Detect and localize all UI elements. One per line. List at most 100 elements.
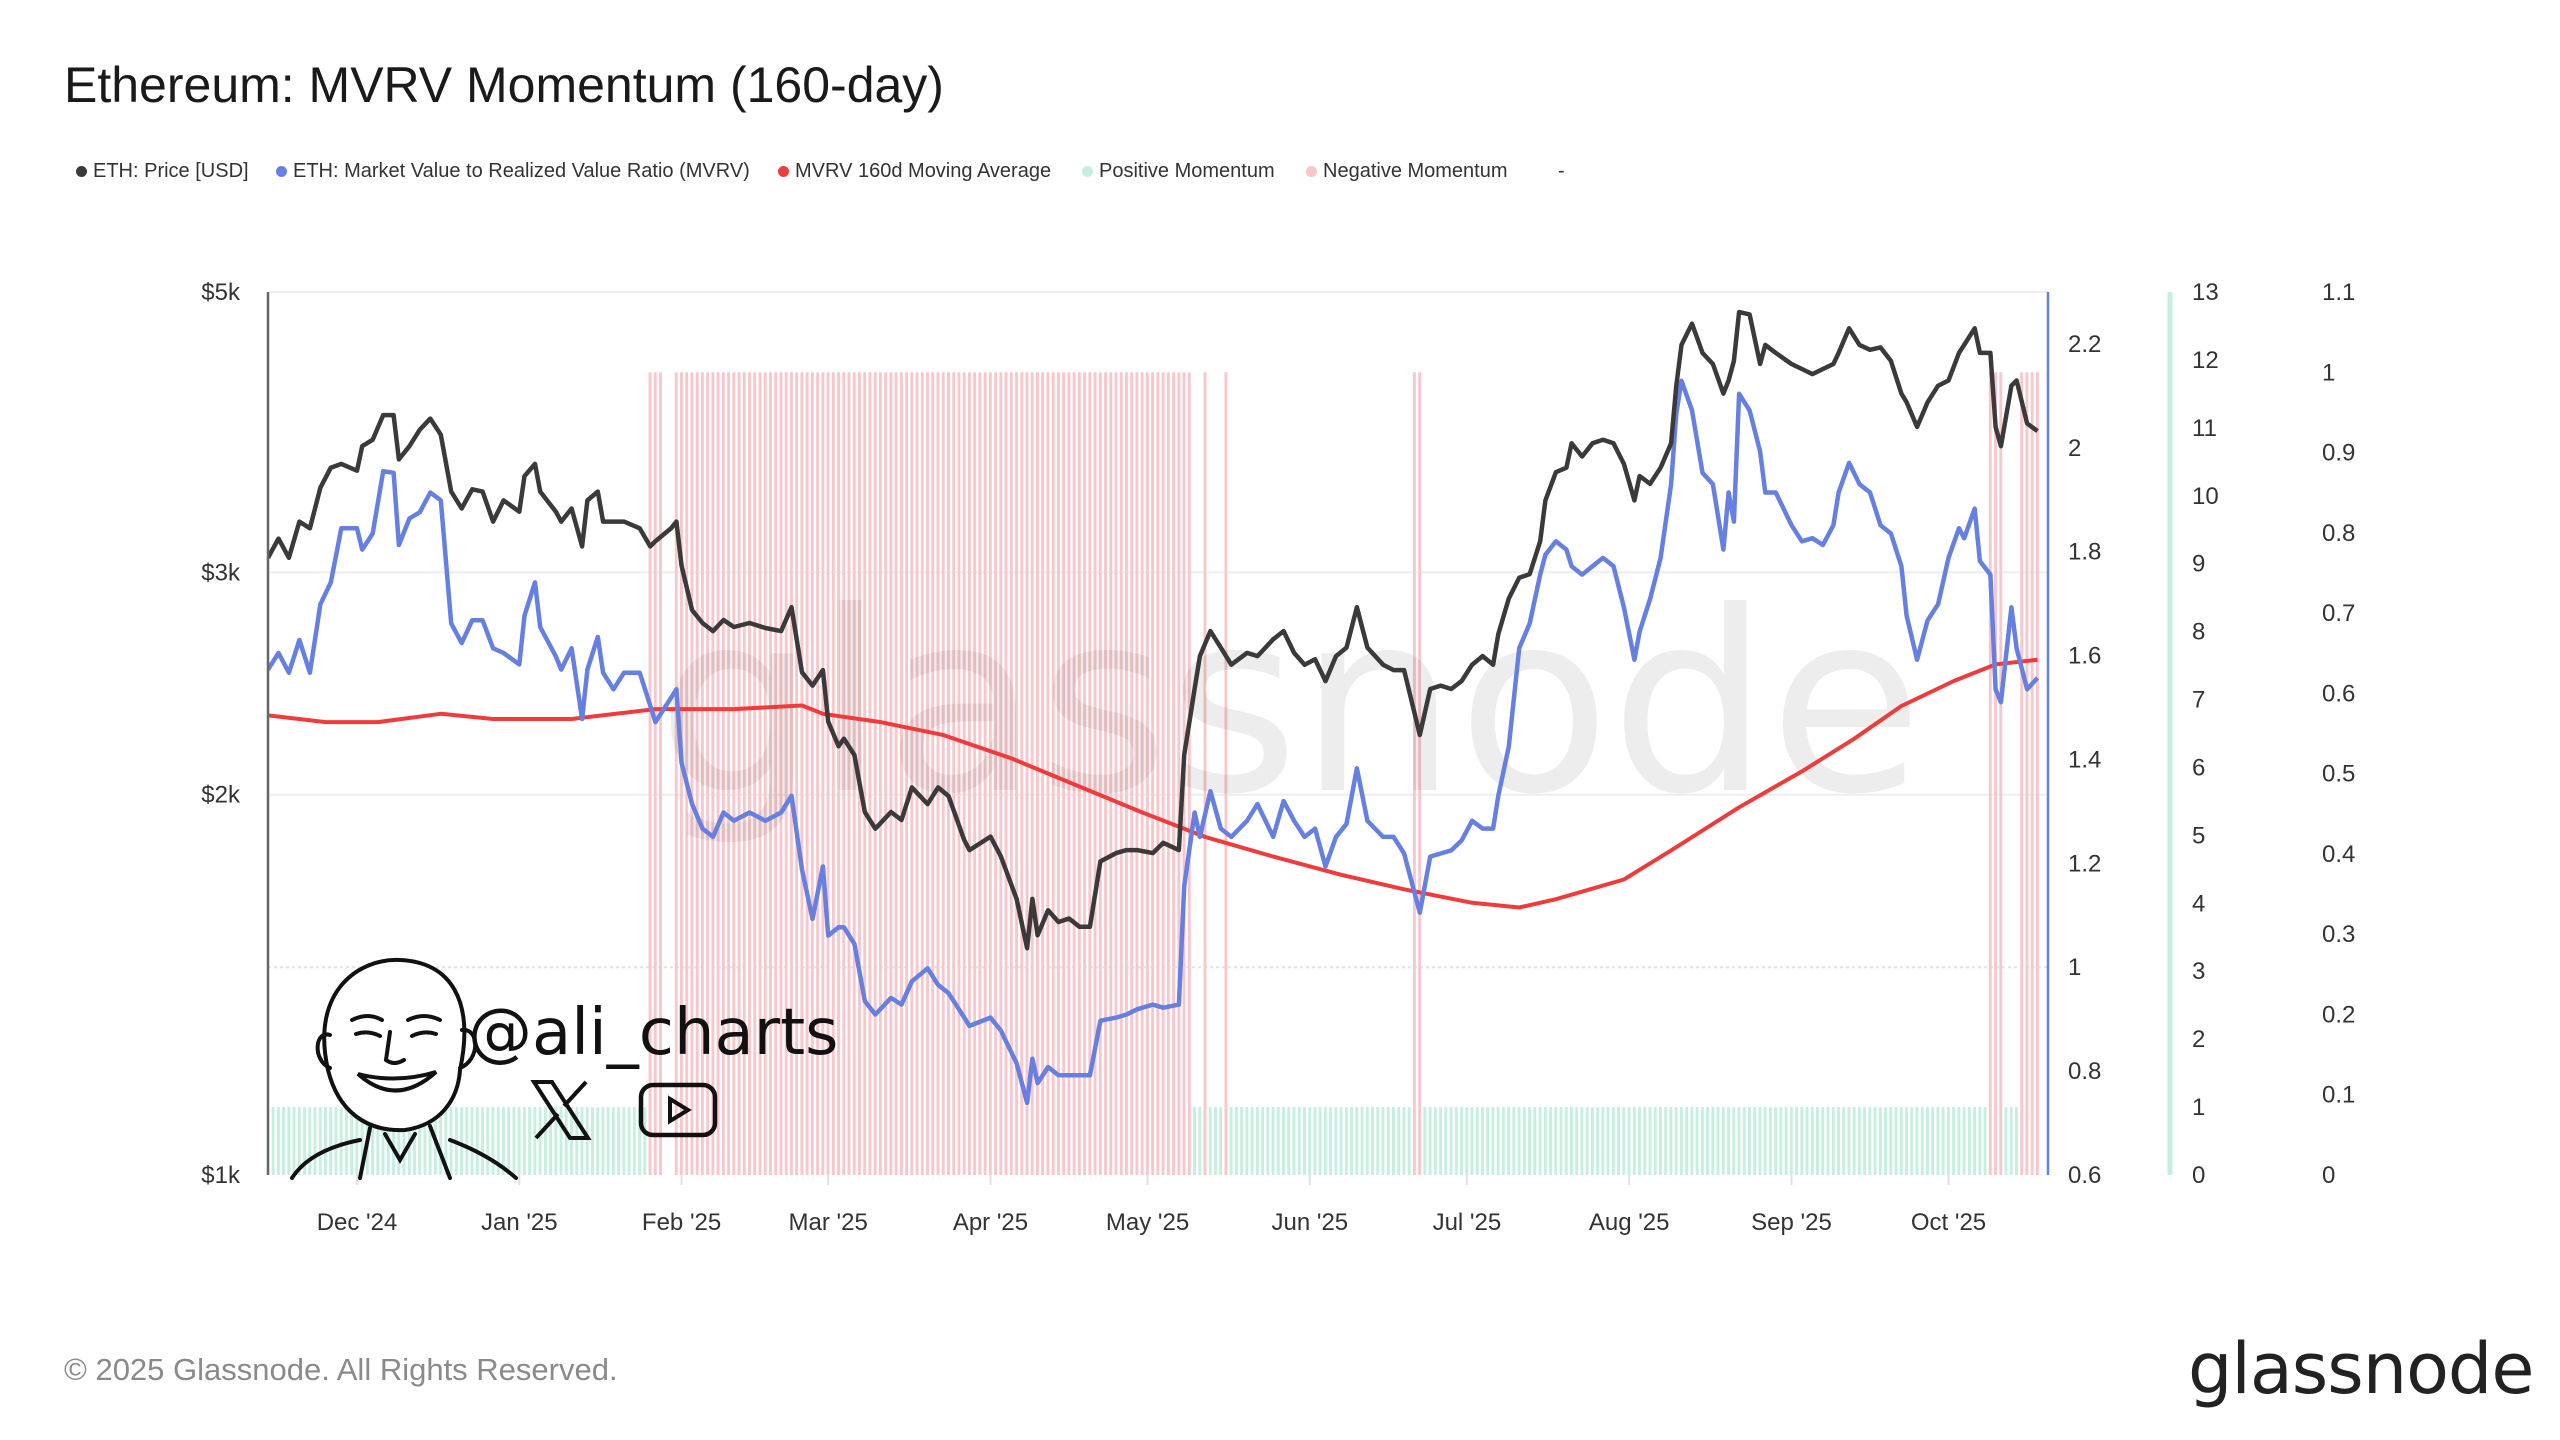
negative-momentum-bar — [899, 372, 903, 1175]
positive-momentum-bar — [1978, 1107, 1982, 1175]
positive-momentum-bar — [470, 1107, 474, 1175]
x-tick-label: Jun '25 — [1272, 1209, 1349, 1236]
momentum-bars — [268, 372, 2039, 1175]
positive-momentum-bar — [1376, 1107, 1380, 1175]
positive-momentum-bar — [1957, 1107, 1961, 1175]
positive-momentum-bar — [1690, 1107, 1694, 1175]
negative-momentum-bar — [1140, 372, 1144, 1175]
negative-momentum-bar — [1104, 372, 1107, 1175]
legend-label: Positive Momentum — [1099, 160, 1275, 182]
positive-momentum-bar — [1727, 1107, 1730, 1175]
positive-momentum-bar — [1721, 1107, 1725, 1175]
negative-momentum-bar — [789, 372, 793, 1175]
positive-tick-label: 7 — [2192, 687, 2205, 714]
positive-momentum-bar — [1889, 1107, 1893, 1175]
positive-momentum-bar — [632, 1107, 636, 1175]
positive-momentum-bar — [1470, 1107, 1474, 1175]
negative-momentum-bar — [1999, 372, 2003, 1175]
negative-momentum-bar — [905, 372, 909, 1175]
positive-momentum-bar — [1522, 1107, 1526, 1175]
positive-momentum-bar — [1543, 1107, 1547, 1175]
positive-momentum-bar — [1878, 1107, 1882, 1175]
legend-item-ma[interactable]: MVRV 160d Moving Average — [778, 160, 1051, 183]
negative-momentum-bar — [721, 372, 725, 1175]
positive-momentum-bar — [575, 1107, 579, 1175]
x-tick-label: Sep '25 — [1751, 1209, 1832, 1236]
positive-momentum-bar — [334, 1107, 338, 1175]
legend-item-positive[interactable]: Positive Momentum — [1082, 160, 1275, 183]
negative-momentum-bar — [1418, 372, 1422, 1175]
positive-momentum-bar — [1758, 1107, 1762, 1175]
positive-momentum-bar — [1967, 1107, 1971, 1175]
negative-momentum-bar — [1020, 372, 1024, 1175]
glassnode-logo[interactable]: glassnode — [2188, 1328, 2534, 1410]
positive-momentum-bar — [1397, 1107, 1401, 1175]
negative-momentum-bar — [873, 372, 877, 1175]
negative-momentum-bar — [805, 372, 809, 1175]
negative-momentum-bar — [983, 372, 987, 1175]
negative-momentum-bar — [1161, 372, 1165, 1175]
negative-momentum-bar — [758, 372, 762, 1175]
negative-momentum-bar — [1015, 372, 1018, 1175]
positive-momentum-bar — [1339, 1107, 1343, 1175]
positive-momentum-bar — [1784, 1107, 1788, 1175]
positive-momentum-bar — [585, 1107, 589, 1175]
positive-momentum-bar — [1596, 1107, 1600, 1175]
positive-momentum-bar — [381, 1107, 385, 1175]
positive-momentum-bar — [1517, 1107, 1521, 1175]
negative-momentum-bar — [706, 372, 710, 1175]
positive-momentum-bar — [1266, 1107, 1270, 1175]
negative-momentum-bar — [1036, 372, 1039, 1175]
negative-momentum-bar — [2035, 372, 2039, 1175]
positive-tick-label: 4 — [2192, 890, 2205, 917]
negative-momentum-bar — [821, 372, 825, 1175]
negative-momentum-bar — [795, 372, 799, 1175]
negative-momentum-bar — [878, 372, 882, 1175]
positive-momentum-bar — [344, 1107, 348, 1175]
positive-momentum-bar — [1962, 1107, 1966, 1175]
negative-momentum-bar — [962, 372, 966, 1175]
x-tick-label: Feb '25 — [642, 1209, 721, 1236]
negative-tick-label: 0.1 — [2322, 1082, 2355, 1109]
mvrv-line — [268, 378, 2040, 1106]
positive-momentum-bar — [1659, 1107, 1662, 1175]
positive-momentum-bar — [1695, 1107, 1699, 1175]
positive-momentum-bar — [1774, 1107, 1778, 1175]
negative-momentum-bar — [1072, 372, 1076, 1175]
positive-momentum-bar — [308, 1107, 312, 1175]
positive-momentum-bar — [392, 1107, 395, 1175]
positive-momentum-bar — [1816, 1107, 1819, 1175]
positive-momentum-bar — [1585, 1107, 1589, 1175]
positive-momentum-bar — [517, 1107, 521, 1175]
legend-item-extra[interactable]: - — [1558, 160, 1565, 183]
x-logo-icon[interactable] — [530, 1080, 592, 1140]
negative-momentum-bar — [1177, 372, 1181, 1175]
negative-momentum-bar — [947, 372, 950, 1175]
negative-momentum-bar — [685, 372, 689, 1175]
positive-momentum-bar — [1208, 1107, 1212, 1175]
positive-momentum-bar — [460, 1107, 464, 1175]
positive-momentum-bar — [1931, 1107, 1935, 1175]
mvrv-tick-label: 2.2 — [2068, 331, 2101, 358]
legend-item-negative[interactable]: Negative Momentum — [1306, 160, 1508, 183]
legend-item-mvrv[interactable]: ETH: Market Value to Realized Value Rati… — [276, 160, 750, 183]
positive-momentum-bar — [1617, 1107, 1621, 1175]
positive-momentum-bar — [1622, 1107, 1626, 1175]
youtube-icon[interactable] — [638, 1080, 718, 1140]
positive-momentum-bar — [1371, 1107, 1374, 1175]
negative-momentum-bar — [716, 372, 720, 1175]
positive-momentum-bar — [465, 1107, 469, 1175]
legend-item-price[interactable]: ETH: Price [USD] — [76, 160, 249, 183]
positive-momentum-bar — [1512, 1107, 1516, 1175]
positive-momentum-bar — [1643, 1107, 1647, 1175]
legend-label: Negative Momentum — [1323, 160, 1508, 182]
positive-momentum-bar — [1261, 1107, 1265, 1175]
positive-momentum-bar — [1716, 1107, 1720, 1175]
mvrv-tick-label: 1.6 — [2068, 643, 2101, 670]
positive-tick-label: 12 — [2192, 347, 2219, 374]
positive-momentum-bar — [313, 1107, 317, 1175]
negative-momentum-bar — [831, 372, 835, 1175]
positive-momentum-bar — [1313, 1107, 1317, 1175]
negative-momentum-bar — [852, 372, 856, 1175]
legend-dot-icon — [1306, 166, 1317, 177]
